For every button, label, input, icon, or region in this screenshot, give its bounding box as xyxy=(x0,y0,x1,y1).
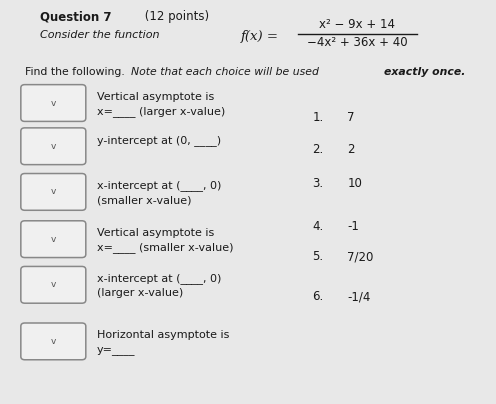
Text: 7: 7 xyxy=(347,111,355,124)
Text: v: v xyxy=(51,187,56,196)
Text: (larger x-value): (larger x-value) xyxy=(97,288,183,298)
Text: 2.: 2. xyxy=(312,143,324,156)
Text: 5.: 5. xyxy=(312,250,323,263)
Text: y-intercept at (0, ____): y-intercept at (0, ____) xyxy=(97,135,221,145)
Text: v: v xyxy=(51,99,56,107)
Text: 6.: 6. xyxy=(312,290,324,303)
Text: Vertical asymptote is: Vertical asymptote is xyxy=(97,228,214,238)
Text: -1: -1 xyxy=(347,220,359,233)
Text: Vertical asymptote is: Vertical asymptote is xyxy=(97,92,214,102)
Text: v: v xyxy=(51,280,56,289)
FancyBboxPatch shape xyxy=(21,323,86,360)
FancyBboxPatch shape xyxy=(21,267,86,303)
Text: f(x) =: f(x) = xyxy=(241,30,279,43)
Text: Horizontal asymptote is: Horizontal asymptote is xyxy=(97,330,229,340)
Text: v: v xyxy=(51,337,56,346)
Text: v: v xyxy=(51,142,56,151)
Text: x² − 9x + 14: x² − 9x + 14 xyxy=(319,18,395,31)
FancyBboxPatch shape xyxy=(21,85,86,121)
Text: (12 points): (12 points) xyxy=(141,10,209,23)
Text: -1/4: -1/4 xyxy=(347,290,371,303)
Text: Find the following.: Find the following. xyxy=(25,67,128,77)
Text: y=____: y=____ xyxy=(97,345,135,355)
FancyBboxPatch shape xyxy=(21,128,86,165)
Text: 7/20: 7/20 xyxy=(347,250,373,263)
Text: x=____ (larger x-value): x=____ (larger x-value) xyxy=(97,106,225,117)
Text: Consider the function: Consider the function xyxy=(40,30,163,40)
Text: 1.: 1. xyxy=(312,111,324,124)
Text: x=____ (smaller x-value): x=____ (smaller x-value) xyxy=(97,242,233,253)
Text: 4.: 4. xyxy=(312,220,324,233)
Text: exactly once.: exactly once. xyxy=(384,67,466,77)
Text: 2: 2 xyxy=(347,143,355,156)
Text: 10: 10 xyxy=(347,177,362,190)
Text: Question 7: Question 7 xyxy=(40,10,111,23)
Text: x-intercept at (____, 0): x-intercept at (____, 0) xyxy=(97,274,221,284)
Text: Note that each choice will be used: Note that each choice will be used xyxy=(131,67,323,77)
Text: x-intercept at (____, 0): x-intercept at (____, 0) xyxy=(97,181,221,191)
Text: −4x² + 36x + 40: −4x² + 36x + 40 xyxy=(307,36,407,49)
FancyBboxPatch shape xyxy=(21,221,86,258)
Text: 3.: 3. xyxy=(312,177,323,190)
Text: v: v xyxy=(51,235,56,244)
Text: (smaller x-value): (smaller x-value) xyxy=(97,195,191,205)
FancyBboxPatch shape xyxy=(21,174,86,210)
